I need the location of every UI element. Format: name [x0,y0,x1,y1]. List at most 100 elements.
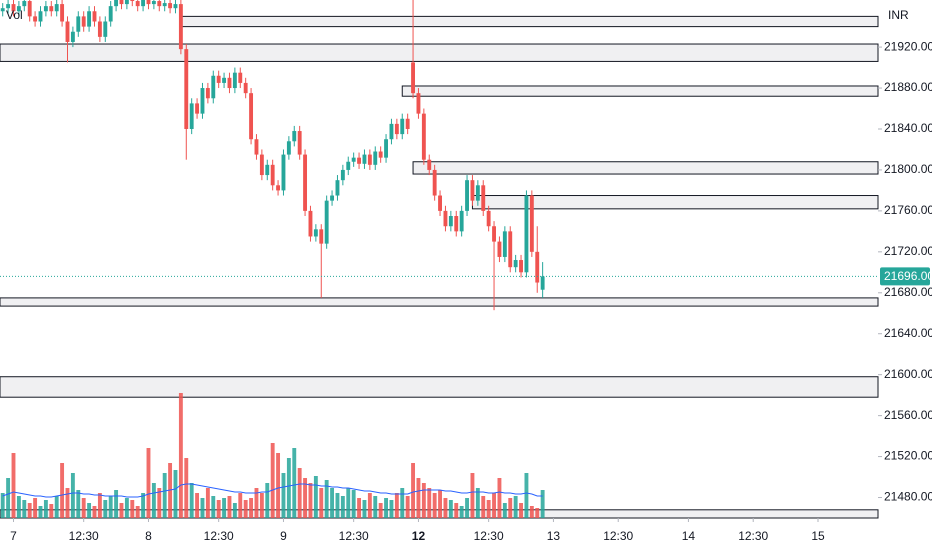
zone [0,297,879,307]
candle-body [0,8,5,12]
volume-bar [173,470,178,518]
volume-bar [232,503,237,518]
volume-bar [146,448,151,518]
candle-body [92,11,97,22]
candle-body [108,6,113,22]
volume-bar [27,503,32,518]
volume-bar [340,496,345,518]
volume-bar [459,506,464,518]
volume-bar [227,496,232,518]
volume-bar [535,508,540,518]
zone [0,43,879,62]
candle-body [394,123,399,135]
volume-bar [438,490,442,518]
x-tick-label: 12:30 [603,529,633,543]
volume-bar [470,473,475,518]
volume-bar [405,496,410,518]
volume-bar [297,468,302,518]
candle-body [427,159,432,170]
candle-body [249,93,254,140]
volume-bar [303,478,308,518]
candle-body [411,62,415,94]
volume-bar [502,503,507,518]
volume-bar [222,498,227,518]
candle-body [27,1,32,17]
candle-body [70,31,75,42]
volume-bar [189,483,194,518]
volume-bar [76,490,81,518]
y-tick-label: 21640.00 [884,326,932,340]
candle-body [540,276,545,290]
candle-body [81,16,86,27]
volume-bar [373,496,378,518]
candle-body [335,180,340,196]
volume-bar [124,498,129,518]
volume-bar [292,448,297,518]
volume-bar [141,493,146,518]
candle-body [11,4,16,12]
x-tick-label: 12:30 [204,529,234,543]
zone [412,161,879,175]
volume-bar [427,488,432,518]
candle-body [308,210,313,237]
candle-body [362,154,367,164]
zone [401,85,879,97]
candle-body [535,251,540,283]
candle-body [373,151,378,165]
volume-bar [324,480,329,518]
candle-body [195,103,200,114]
candle-body [475,185,480,201]
volume-bar [448,500,453,518]
candle-body [438,195,442,211]
candle-body [16,6,21,12]
volume-bar [319,488,324,518]
y-tick-label: 21520.00 [884,449,932,463]
candle-body [114,0,119,7]
y-tick-label: 21680.00 [884,285,932,299]
candle-body [205,88,210,99]
volume-bar [205,488,210,518]
volume-bar [6,478,11,518]
candle-body [486,210,491,227]
candle-body [243,82,248,94]
volume-bar [367,493,372,518]
volume-bar [92,506,97,518]
candle-body [524,195,529,273]
volume-bar [103,500,108,518]
candle-body [421,113,426,160]
volume-bar [11,453,16,518]
y-tick-label: 21560.00 [884,408,932,422]
volume-bar [162,473,167,518]
candle-body [130,0,135,2]
candle-body [178,4,183,50]
candle-body [497,241,502,257]
candle-body [151,1,156,5]
volume-bar [286,458,291,518]
x-tick-label: 15 [811,529,825,543]
volume-bar [492,493,496,518]
candle-body [135,1,140,7]
x-tick-label: 14 [682,529,696,543]
volume-bar [313,476,318,518]
volume-bar [475,488,480,518]
volume-bar [416,478,421,518]
volume-bar [378,503,383,518]
candles [0,0,545,311]
candle-body [324,200,329,244]
x-tick-label: 12 [412,529,426,543]
volume-ma [2,483,543,498]
volume-bar [81,498,86,518]
candle-body [297,131,302,155]
volume-bar [276,453,281,518]
candle-body [124,0,129,5]
candle-body [432,169,437,196]
candle-body [465,180,469,211]
volume-bar [357,498,362,518]
volume-bar [335,493,340,518]
candle-body [313,229,318,237]
x-tick-label: 12:30 [339,529,369,543]
volume-bar [421,483,426,518]
y-tick-label: 21800.00 [884,162,932,176]
candle-body [416,93,421,114]
